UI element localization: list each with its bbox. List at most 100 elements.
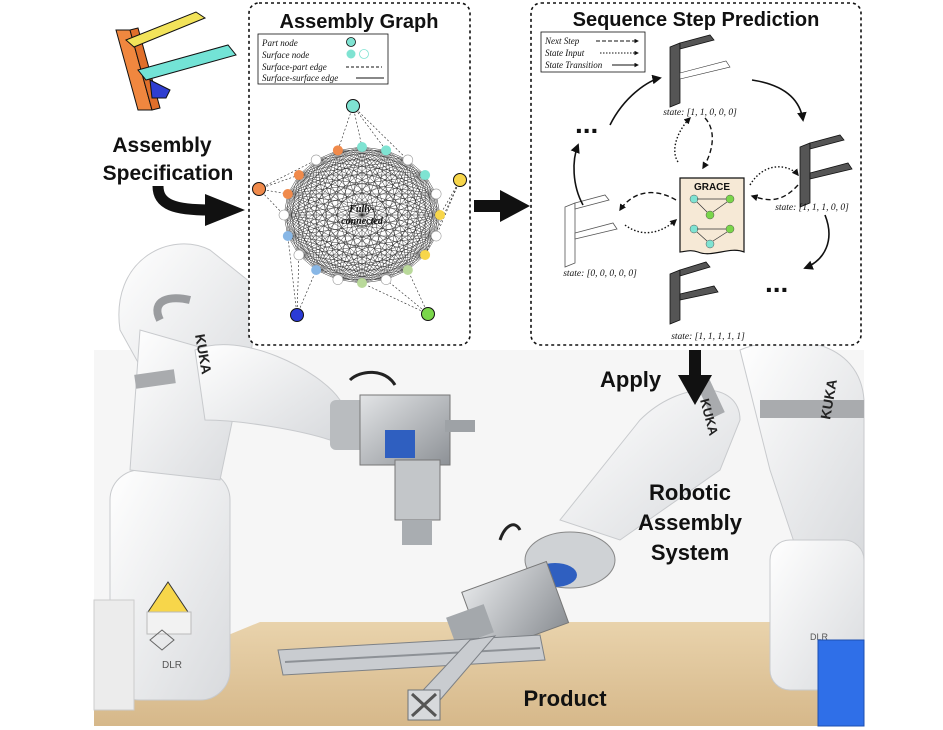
surface-surface-edge: [298, 174, 437, 237]
surface-surface-edge: [298, 174, 408, 271]
surface-surface-edge: [385, 150, 437, 237]
legend-state-input-label: State Input: [545, 48, 585, 58]
surface-node: [357, 142, 367, 152]
transition-arrow-start-to-dots: [570, 143, 584, 206]
surface-part-edge: [287, 235, 298, 316]
surface-surface-edge: [287, 159, 317, 237]
surface-surface-edge: [315, 159, 339, 280]
product-label: Product: [523, 686, 607, 711]
surface-surface-edge: [316, 159, 426, 176]
surface-surface-edge: [287, 235, 363, 284]
state-input-arrow-right: [749, 166, 799, 186]
next-step-arrow-left: [619, 191, 677, 212]
grace-model: GRACE: [679, 177, 745, 255]
surface-node: [278, 209, 290, 221]
right-robot-arm: KUKA DLR: [739, 340, 865, 727]
surface-surface-edge: [337, 146, 363, 280]
state-label-right: state: [1, 1, 1, 0, 0]: [775, 203, 849, 213]
surface-surface-edge: [337, 269, 408, 280]
surface-surface-edge: [287, 193, 317, 271]
surface-node: [381, 145, 392, 156]
surface-surface-edge: [315, 159, 387, 280]
right-brand-mark: KUKA: [817, 378, 840, 421]
surface-surface-edge: [298, 159, 317, 256]
surface-surface-edge: [361, 150, 387, 284]
graph-to-sequence-arrow-head: [500, 190, 530, 222]
state-shape-top: [669, 34, 731, 108]
surface-surface-edge: [298, 146, 363, 176]
surface-surface-edge: [316, 150, 387, 161]
part-node: [252, 182, 266, 196]
surface-surface-edge: [298, 174, 441, 216]
part-node: [346, 99, 360, 113]
surface-node: [332, 274, 344, 285]
apply-arrow-head: [678, 375, 712, 405]
surface-surface-edge: [287, 193, 441, 216]
surface-surface-edge: [283, 214, 339, 280]
surface-surface-edge: [337, 150, 426, 256]
surface-surface-edge: [298, 193, 437, 256]
surface-part-edge: [439, 179, 461, 216]
legend-surface-node-icon: [346, 49, 356, 59]
sequence-title: Sequence Step Prediction: [573, 9, 820, 31]
surface-surface-edge: [361, 146, 387, 280]
fully-connected-label-line1: Fully-: [348, 204, 375, 215]
surface-surface-edge: [316, 269, 387, 280]
surface-surface-edge: [287, 235, 387, 280]
surface-part-edge: [385, 279, 429, 315]
state-label-left: state: [0, 0, 0, 0, 0]: [563, 269, 637, 279]
surface-surface-edge: [287, 150, 339, 195]
surface-surface-edge: [316, 254, 426, 271]
state-label-bottom: state: [1, 1, 1, 1, 1]: [671, 332, 745, 342]
surface-surface-edge: [298, 174, 317, 271]
fully-connected-label-line2: connected: [341, 216, 384, 227]
left-dlr-mark: DLR: [162, 660, 182, 671]
surface-surface-edge: [315, 159, 363, 284]
surface-surface-edge: [361, 214, 441, 284]
surface-part-edge: [352, 105, 387, 151]
surface-surface-edge: [361, 146, 426, 176]
surface-surface-edge: [316, 159, 437, 237]
robotic-label-line1: Robotic: [649, 480, 731, 505]
surface-node: [420, 170, 431, 181]
surface-surface-edge: [337, 150, 363, 284]
surface-node: [282, 188, 293, 199]
surface-surface-edge: [287, 235, 408, 271]
surface-surface-edge: [316, 159, 437, 195]
left-brand-mark: KUKA: [192, 333, 215, 376]
graph-edges: [258, 105, 461, 316]
surface-surface-edge: [298, 254, 363, 284]
surface-surface-edge: [298, 150, 339, 256]
surface-surface-edge: [283, 159, 317, 216]
surface-surface-edge: [298, 159, 408, 256]
robotic-label-line3: System: [651, 540, 729, 565]
assembly-specification-label-line1: Assembly: [112, 134, 212, 157]
legend-part-node-label: Part node: [261, 38, 298, 48]
surface-node: [293, 170, 304, 181]
surface-node: [402, 265, 413, 276]
wooden-table: [94, 622, 864, 726]
surface-part-edge: [407, 269, 429, 315]
transition-arrow-right-to-dots: [803, 214, 830, 270]
surface-surface-edge: [287, 193, 300, 256]
surface-part-edge: [352, 105, 409, 161]
surface-node: [402, 154, 414, 166]
surface-surface-edge: [337, 159, 409, 280]
surface-surface-edge: [283, 214, 363, 284]
surface-surface-edge: [337, 150, 437, 237]
surface-surface-edge: [385, 150, 437, 195]
surface-part-edge: [258, 159, 317, 190]
surface-node: [282, 231, 293, 242]
surface-surface-edge: [361, 254, 426, 284]
sequence-panel: Sequence Step Prediction Next Step State…: [530, 2, 862, 346]
surface-node: [430, 188, 442, 200]
grace-label: GRACE: [694, 182, 730, 193]
surface-surface-edge: [287, 193, 426, 256]
state-shape-right: [799, 134, 853, 208]
surface-part-edge: [296, 269, 317, 316]
assembly-specification-model: [115, 11, 237, 111]
surface-surface-edge: [283, 214, 317, 271]
surface-node: [332, 145, 343, 156]
legend-surface-part-edge-label: Surface-part edge: [262, 62, 327, 72]
